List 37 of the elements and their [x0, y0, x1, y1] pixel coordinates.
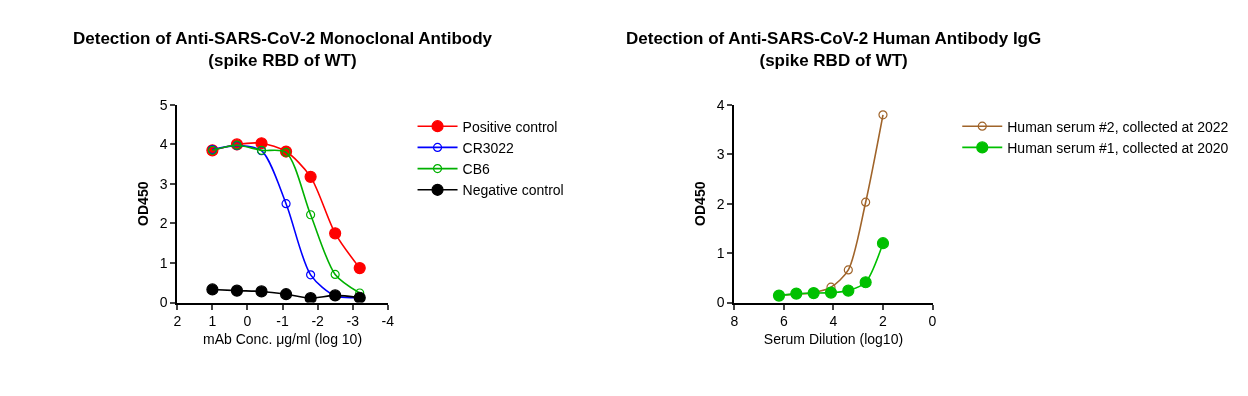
- y-tick-label: 4: [159, 136, 168, 153]
- y-axis-title: OD450: [691, 181, 708, 226]
- x-tick-label: 0: [928, 313, 937, 330]
- x-tick-label: -3: [346, 313, 360, 330]
- chart-subtitle: (spike RBD of WT): [759, 51, 908, 71]
- x-tick-label: -2: [311, 313, 325, 330]
- y-tick-label: 3: [159, 175, 168, 192]
- legend-label: Positive control: [462, 118, 558, 135]
- x-tick-label: 4: [829, 313, 838, 330]
- x-tick-label: 8: [730, 313, 739, 330]
- chart-title: Detection of Anti-SARS-CoV-2 Human Antibody IgG: [626, 29, 1042, 48]
- x-tick-label: -1: [276, 313, 289, 330]
- y-tick-label: 1: [716, 245, 725, 261]
- x-tick-label: -4: [381, 313, 395, 330]
- y-tick-label: 4: [716, 96, 725, 113]
- x-tick-label: 1: [208, 313, 217, 330]
- y-tick-label: 2: [159, 215, 168, 232]
- x-tick-label: 6: [780, 313, 789, 330]
- x-tick-label: 0: [243, 313, 252, 330]
- legend-label: CB6: [462, 161, 490, 178]
- x-tick-label: 2: [173, 313, 182, 330]
- chart-subtitle: (spike RBD of WT): [208, 51, 357, 71]
- y-tick-label: 3: [716, 146, 725, 163]
- x-tick-label: 2: [879, 313, 888, 330]
- y-tick-label: 5: [159, 96, 168, 113]
- y-tick-label: 0: [716, 294, 725, 311]
- legend-label: Human serum #1, collected at 2020: [1007, 139, 1229, 156]
- y-axis-title: OD450: [134, 181, 151, 226]
- legend-label: Negative control: [462, 182, 564, 199]
- legend-label: CR3022: [462, 139, 515, 156]
- y-tick-label: 1: [159, 254, 168, 271]
- chart-title: Detection of Anti-SARS-CoV-2 Monoclonal Antibody: [73, 29, 493, 48]
- x-axis-title: Serum Dilution (log10): [763, 331, 904, 348]
- x-axis-title: mAb Conc. μg/ml (log 10): [203, 331, 363, 348]
- legend-label: Human serum #2, collected at 2022: [1007, 118, 1229, 135]
- y-tick-label: 2: [716, 195, 725, 212]
- y-tick-label: 0: [159, 294, 168, 311]
